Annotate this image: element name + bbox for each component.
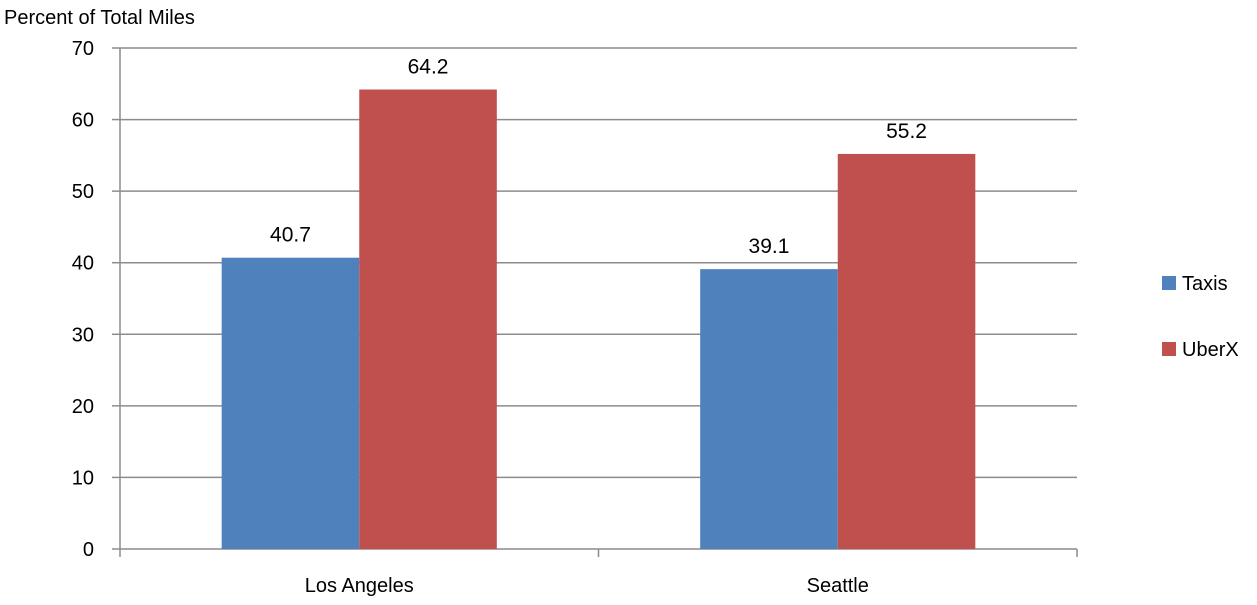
y-tick-label: 70	[72, 38, 94, 60]
x-tick-label: Seattle	[807, 575, 869, 597]
legend-label-uberx: UberX	[1182, 339, 1239, 361]
data-label: 39.1	[749, 235, 790, 258]
y-tick-label: 40	[72, 253, 94, 275]
bar-uberx-los-angeles	[359, 89, 497, 550]
data-label: 55.2	[886, 120, 927, 143]
legend-swatch-uberx	[1162, 342, 1176, 356]
y-tick-label: 50	[72, 181, 94, 203]
bar-taxis-los-angeles	[221, 257, 360, 549]
y-tick-label: 60	[72, 110, 94, 132]
legend-label-taxis: Taxis	[1182, 273, 1228, 295]
bars	[221, 89, 976, 550]
y-tick-label: 10	[72, 467, 94, 489]
data-label: 40.7	[270, 224, 311, 247]
bar-uberx-seattle	[837, 153, 976, 549]
data-labels: 40.7 64.2 39.1 55.2	[270, 56, 927, 259]
y-tick-label: 30	[72, 324, 94, 346]
x-tick-label: Los Angeles	[305, 575, 414, 597]
legend-swatch-taxis	[1162, 276, 1176, 290]
legend: Taxis UberX	[1162, 273, 1239, 361]
y-tick-label: 0	[83, 539, 94, 561]
y-tick-label: 20	[72, 396, 94, 418]
bar-taxis-seattle	[700, 269, 838, 549]
y-axis-title: Percent of Total Miles	[4, 7, 195, 29]
data-label: 64.2	[408, 56, 449, 79]
